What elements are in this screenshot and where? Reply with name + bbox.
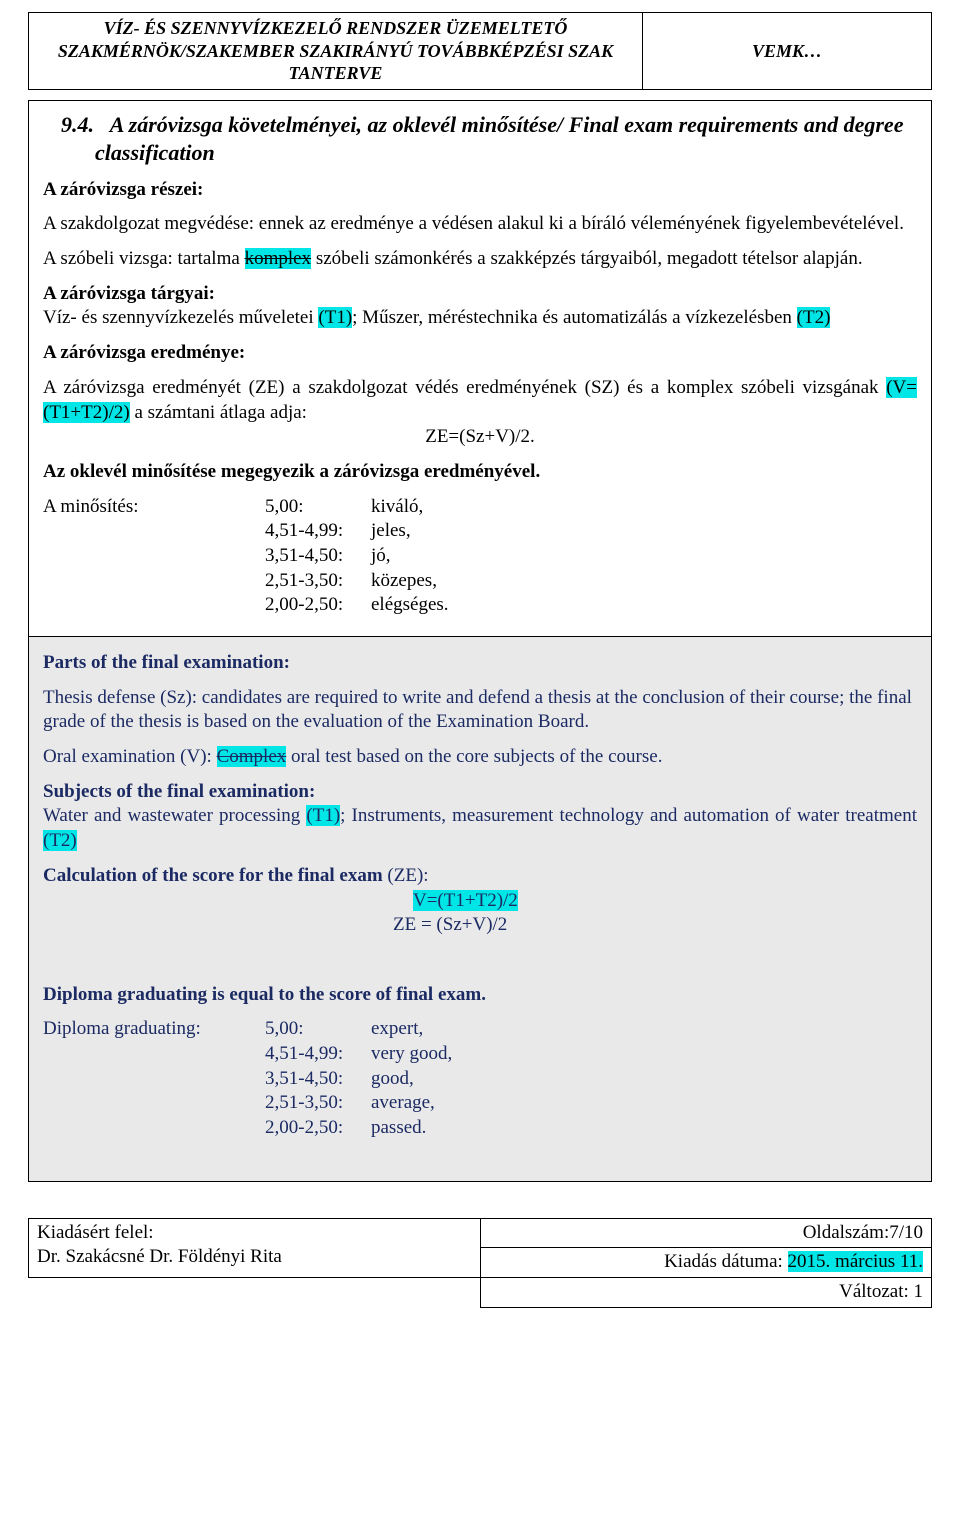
footer-table: Kiadásért felel: Dr. Szakácsné Dr. Földé…	[28, 1218, 932, 1308]
main-content-box: 9.4. A záróvizsga követelményei, az okle…	[28, 100, 932, 1182]
en-calc-header: Calculation of the score for the final e…	[43, 864, 917, 889]
en-formula-1: V=(T1+T2)/2	[43, 889, 917, 914]
en-grading: Diploma graduating: 5,00:expert, 4,51-4,…	[43, 1017, 917, 1140]
highlight-en-t1: (T1)	[306, 805, 340, 826]
footer-responsible-label: Kiadásért felel:	[37, 1221, 472, 1246]
hu-formula: ZE=(Sz+V)/2.	[43, 425, 917, 450]
hu-subjects-text: Víz- és szennyvízkezelés műveletei (T1);…	[43, 306, 917, 331]
en-parts-header: Parts of the final examination:	[43, 651, 917, 676]
footer-date-label: Kiadás dátuma:	[664, 1251, 787, 1272]
section-title: A záróvizsga követelményei, az oklevél m…	[95, 112, 903, 166]
highlight-en-t2: (T2)	[43, 830, 77, 851]
hu-equal-line: Az oklevél minősítése megegyezik a záróv…	[43, 460, 917, 485]
hu-paragraph-1: A szakdolgozat megvédése: ennek az eredm…	[43, 212, 917, 237]
footer: Kiadásért felel: Dr. Szakácsné Dr. Földé…	[28, 1218, 932, 1308]
en-formula-2: ZE = (Sz+V)/2	[43, 913, 917, 938]
hu-paragraph-2: A szóbeli vizsga: tartalma komplex szóbe…	[43, 247, 917, 272]
en-paragraph-1: Thesis defense (Sz): candidates are requ…	[43, 686, 917, 735]
footer-responsible-name: Dr. Szakácsné Dr. Földényi Rita	[37, 1245, 472, 1270]
header-line-2: SZAKMÉRNÖK/SZAKEMBER SZAKIRÁNYÚ TOVÁBBKÉ…	[37, 40, 634, 63]
en-equal-line: Diploma graduating is equal to the score…	[43, 983, 917, 1008]
hungarian-section: 9.4. A záróvizsga követelményei, az okle…	[29, 101, 931, 638]
en-grading-list: 5,00:expert, 4,51-4,99:very good, 3,51-4…	[265, 1017, 452, 1140]
footer-page-number: Oldalszám:7/10	[803, 1222, 923, 1243]
hu-grading-list: 5,00:kiváló, 4,51-4,99:jeles, 3,51-4,50:…	[265, 495, 449, 618]
section-heading: 9.4. A záróvizsga követelményei, az okle…	[43, 111, 917, 168]
footer-date-value: 2015. március 11.	[788, 1251, 923, 1272]
header-right-text: VEMK…	[752, 41, 822, 61]
highlight-t1: (T1)	[318, 307, 352, 328]
section-number: 9.4.	[61, 112, 94, 137]
en-grading-label: Diploma graduating:	[43, 1017, 265, 1140]
hu-grading-label: A minősítés:	[43, 495, 265, 618]
en-paragraph-2: Oral examination (V): Complex oral test …	[43, 745, 917, 770]
en-subjects-header: Subjects of the final examination:	[43, 780, 917, 805]
highlight-komplex: komplex	[245, 248, 312, 269]
header-table: VÍZ- ÉS SZENNYVÍZKEZELŐ RENDSZER ÜZEMELT…	[28, 12, 932, 90]
header-line-3: TANTERVE	[37, 62, 634, 85]
footer-version: Változat: 1	[839, 1281, 923, 1302]
hu-grading: A minősítés: 5,00:kiváló, 4,51-4,99:jele…	[43, 495, 917, 618]
footer-date-cell: Kiadás dátuma: 2015. március 11.	[480, 1248, 932, 1278]
header-right-cell: VEMK…	[643, 13, 932, 90]
hu-result-header: A záróvizsga eredménye:	[43, 341, 917, 366]
hu-subjects-header: A záróvizsga tárgyai:	[43, 282, 917, 307]
footer-page-cell: Oldalszám:7/10	[480, 1218, 932, 1248]
highlight-complex: Complex	[217, 746, 287, 767]
footer-version-cell: Változat: 1	[480, 1278, 932, 1308]
hu-parts-header: A záróvizsga részei:	[43, 178, 917, 203]
english-section: Parts of the final examination: Thesis d…	[29, 637, 931, 1181]
en-spacer	[43, 948, 917, 973]
en-subjects-text: Water and wastewater processing (T1); In…	[43, 804, 917, 853]
footer-left-cell: Kiadásért felel: Dr. Szakácsné Dr. Földé…	[29, 1218, 481, 1277]
header-line-1: VÍZ- ÉS SZENNYVÍZKEZELŐ RENDSZER ÜZEMELT…	[37, 17, 634, 40]
header-title-cell: VÍZ- ÉS SZENNYVÍZKEZELŐ RENDSZER ÜZEMELT…	[29, 13, 643, 90]
highlight-t2: (T2)	[797, 307, 831, 328]
hu-result-text: A záróvizsga eredményét (ZE) a szakdolgo…	[43, 376, 917, 425]
